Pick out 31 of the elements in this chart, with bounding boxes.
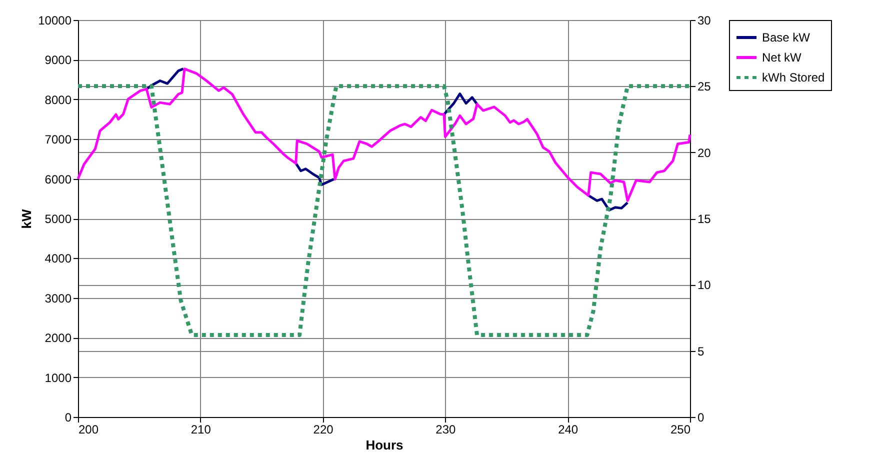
y-axis-title: kW	[19, 208, 34, 229]
x-tick-label: 200	[78, 422, 99, 436]
legend-label: Base kW	[762, 30, 811, 44]
x-axis-title: Hours	[366, 438, 404, 452]
x-tick-label: 250	[670, 422, 691, 436]
y-tick-label: 8000	[44, 92, 72, 107]
y2-tick-label: 0	[698, 410, 704, 424]
y2-tick-label: 15	[698, 212, 712, 226]
y2-tick-label: 20	[698, 146, 712, 160]
y-tick-label: 10000	[38, 14, 72, 28]
line-series	[76, 84, 692, 337]
y2-tick-label: 30	[698, 14, 712, 28]
y-tick-label: 5000	[44, 212, 72, 226]
y-tick-label: 3000	[44, 291, 72, 306]
y2-tick-label: 25	[698, 80, 712, 94]
x-tick-label: 220	[313, 422, 334, 436]
y-tick-label: 6000	[44, 172, 72, 186]
legend-label: Net kW	[762, 50, 802, 64]
y-tick-label: 9000	[44, 53, 72, 68]
line-series	[76, 68, 692, 202]
x-tick-label: 230	[436, 422, 456, 436]
y-tick-label: 1000	[44, 370, 72, 385]
x-tick-label: 210	[190, 422, 212, 436]
y-tick-label: 4000	[44, 252, 72, 266]
y-tick-label: 2000	[44, 331, 72, 346]
x-tick-label: 240	[558, 422, 578, 436]
y-tick-label: 0	[64, 410, 72, 424]
y-tick-label: 7000	[44, 132, 72, 147]
y2-tick-label: 10	[698, 278, 712, 292]
legend-label: kWh Stored	[762, 70, 825, 84]
y2-tick-label: 5	[698, 344, 704, 358]
